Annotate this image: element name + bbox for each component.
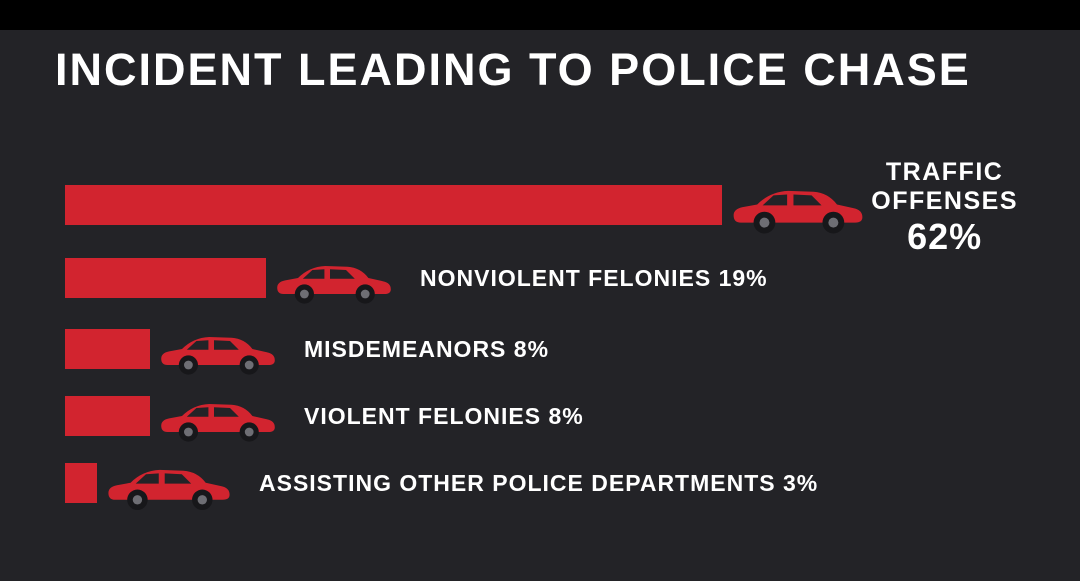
car-icon <box>158 327 278 379</box>
bar-row-assisting-other-departments: ASSISTING OTHER POLICE DEPARTMENTS 3% <box>65 462 1080 511</box>
bar-assisting-other-departments <box>65 463 97 503</box>
car-icon <box>274 256 394 308</box>
car-icon <box>105 460 233 514</box>
bar-label-misdemeanors: MISDEMEANORS 8% <box>304 335 550 362</box>
bar-label-nonviolent-felonies: NONVIOLENT FELONIES 19% <box>420 264 768 291</box>
traffic-offenses-label-line2: OFFENSES <box>871 186 1018 215</box>
bar-violent-felonies <box>65 396 150 436</box>
bar-misdemeanors <box>65 329 150 369</box>
traffic-offenses-label: TRAFFIC OFFENSES 62% <box>871 158 1018 257</box>
bar-traffic-offenses <box>65 185 722 225</box>
chart-title: INCIDENT LEADING TO POLICE CHASE <box>55 44 971 95</box>
bar-row-nonviolent-felonies: NONVIOLENT FELONIES 19% <box>65 257 1080 304</box>
traffic-offenses-label-line1: TRAFFIC <box>885 158 1004 186</box>
bar-chart: NONVIOLENT FELONIES 19% MISDEMEANORS 8% <box>65 184 1080 511</box>
bar-label-assisting-other-departments: ASSISTING OTHER POLICE DEPARTMENTS 3% <box>259 469 819 496</box>
bar-row-misdemeanors: MISDEMEANORS 8% <box>65 328 1080 375</box>
bar-row-violent-felonies: VIOLENT FELONIES 8% <box>65 395 1080 442</box>
car-icon <box>158 394 278 446</box>
bar-nonviolent-felonies <box>65 258 266 298</box>
car-icon <box>730 180 866 238</box>
top-black-strip <box>0 0 1080 30</box>
traffic-offenses-percentage: 62% <box>907 215 983 257</box>
bar-label-violent-felonies: VIOLENT FELONIES 8% <box>304 402 584 429</box>
bar-row-traffic-offenses <box>65 184 1080 234</box>
